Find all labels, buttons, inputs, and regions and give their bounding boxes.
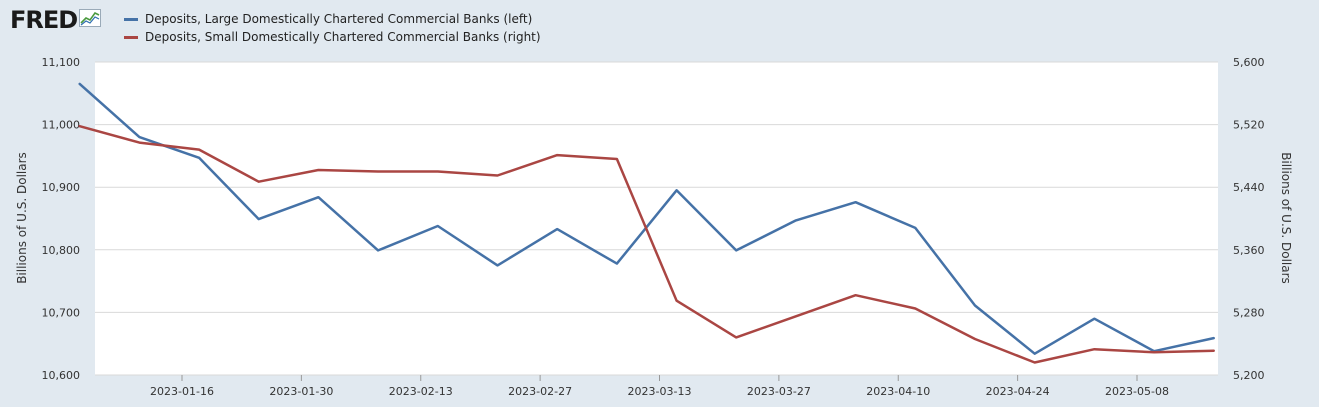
- plot-area: [95, 62, 1218, 375]
- series-line-small-banks[interactable]: [78, 124, 1215, 364]
- x-axis-tick-label: 2023-03-27: [747, 385, 811, 398]
- x-axis-tick-label: 2023-04-24: [986, 385, 1050, 398]
- x-axis-tick-label: 2023-05-08: [1105, 385, 1169, 398]
- left-axis-tick-label: 11,000: [42, 119, 81, 132]
- right-axis-tick-label: 5,360: [1233, 244, 1265, 257]
- left-axis-tick-label: 11,100: [42, 56, 81, 69]
- right-axis-tick-label: 5,440: [1233, 181, 1265, 194]
- legend-swatch-large-banks: [124, 17, 138, 21]
- fred-logo[interactable]: FRED: [10, 6, 102, 34]
- legend-item-large-banks[interactable]: Deposits, Large Domestically Chartered C…: [124, 10, 541, 28]
- x-axis-tick-label: 2023-01-16: [150, 385, 214, 398]
- legend-swatch-small-banks: [124, 35, 138, 39]
- x-axis-tick-label: 2023-03-13: [628, 385, 692, 398]
- x-axis-tick-label: 2023-02-13: [389, 385, 453, 398]
- series-lines: [78, 82, 1215, 364]
- right-axis-tick-label: 5,280: [1233, 306, 1265, 319]
- right-axis-tick-label: 5,520: [1233, 119, 1265, 132]
- x-axis-tick-label: 2023-04-10: [866, 385, 930, 398]
- line-chart-icon: [79, 9, 102, 31]
- axes: 10,600 5,200 10,700 5,280 10,800 5,360 10,900 5…: [42, 56, 1265, 398]
- left-axis-tick-label: 10,900: [42, 181, 81, 194]
- x-axis-tick-label: 2023-01-30: [269, 385, 333, 398]
- fred-logo-text: FRED: [10, 6, 78, 34]
- right-axis-tick-label: 5,200: [1233, 369, 1265, 382]
- legend-label-small-banks: Deposits, Small Domestically Chartered C…: [145, 30, 541, 44]
- x-axis-tick-label: 2023-02-27: [508, 385, 572, 398]
- right-axis-title: Billions of U.S. Dollars: [1279, 152, 1293, 284]
- left-axis-tick-label: 10,800: [42, 244, 81, 257]
- left-axis-title: Billions of U.S. Dollars: [15, 152, 29, 284]
- legend-label-large-banks: Deposits, Large Domestically Chartered C…: [145, 12, 533, 26]
- left-axis-tick-label: 10,600: [42, 369, 81, 382]
- left-axis-tick-label: 10,700: [42, 306, 81, 319]
- chart-legend: Deposits, Large Domestically Chartered C…: [124, 10, 541, 46]
- legend-item-small-banks[interactable]: Deposits, Small Domestically Chartered C…: [124, 28, 541, 46]
- right-axis-tick-label: 5,600: [1233, 56, 1265, 69]
